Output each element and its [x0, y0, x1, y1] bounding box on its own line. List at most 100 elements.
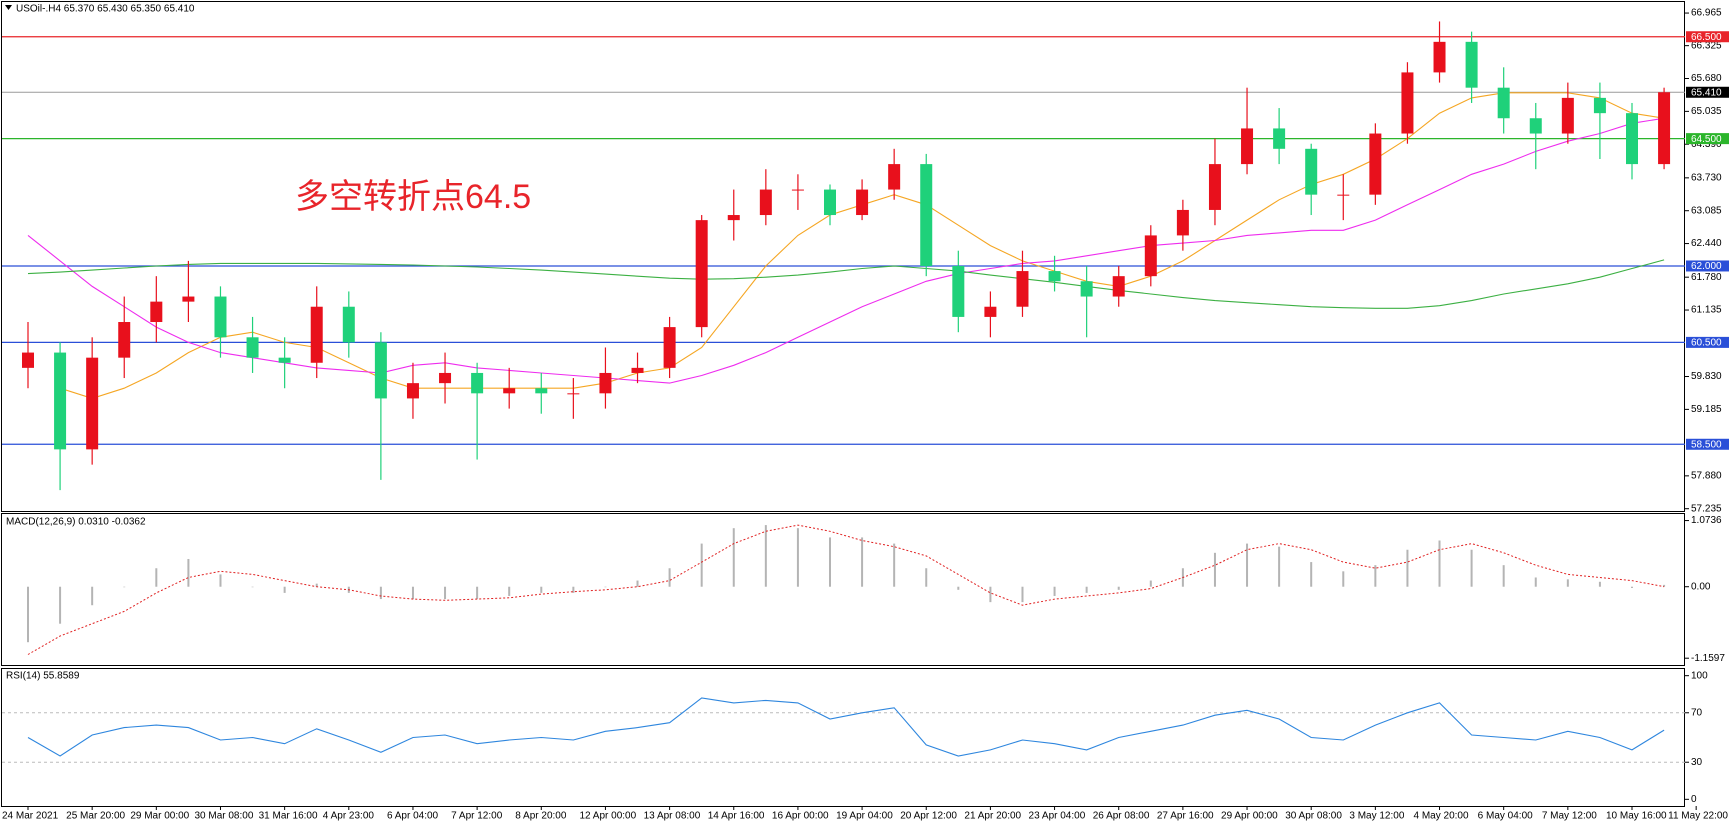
candle-body: [1208, 164, 1221, 210]
y-tick-label: 63.085: [1691, 205, 1722, 216]
macd-bar: [1213, 552, 1216, 587]
macd-bar: [957, 586, 960, 590]
main-panel-frame: [1, 1, 1685, 512]
x-tick-label: 4 May 20:00: [1414, 811, 1469, 822]
candle-body: [214, 296, 227, 338]
macd-bar: [59, 586, 62, 624]
macd-bar: [636, 580, 639, 587]
macd-bar: [1470, 549, 1473, 587]
y-tick-label: 1.0736: [1691, 515, 1722, 526]
macd-bar: [315, 583, 318, 587]
candle-body: [535, 388, 548, 394]
candle-body: [759, 189, 772, 216]
macd-bar: [1534, 577, 1537, 587]
macd-bar: [1342, 571, 1345, 587]
candle-body: [631, 367, 644, 373]
y-tick-label: 61.780: [1691, 272, 1722, 283]
candle-body: [1112, 276, 1125, 297]
level-label-bg: [1686, 336, 1729, 348]
macd-bar: [476, 586, 479, 600]
macd-title: MACD(12,26,9) 0.0310 -0.0362: [6, 517, 146, 528]
candle-body: [1048, 271, 1061, 282]
macd-bar: [1631, 586, 1633, 588]
x-tick-label: 3 May 12:00: [1349, 811, 1404, 822]
macd-bar: [925, 568, 928, 587]
macd-bar: [1149, 580, 1152, 587]
candle-body: [1016, 271, 1029, 307]
candle-body: [1593, 97, 1606, 114]
candle-body: [1144, 235, 1157, 277]
macd-bar: [251, 586, 254, 588]
candle-body: [824, 189, 836, 216]
macd-bar: [444, 586, 447, 600]
y-tick-label: 65.035: [1691, 106, 1722, 117]
level-label: 62.000: [1691, 261, 1722, 272]
level-label: 60.500: [1691, 338, 1722, 349]
candle-body: [1369, 133, 1382, 195]
macd-bar: [1053, 586, 1056, 596]
x-tick-label: 6 May 04:00: [1478, 811, 1533, 822]
rsi-panel-frame: [1, 668, 1685, 807]
candle-body: [22, 352, 34, 368]
y-tick-label: 65.680: [1691, 73, 1722, 84]
macd-bar: [829, 537, 831, 587]
x-tick-label: 11 May 22:00: [1668, 811, 1728, 822]
candle-body: [791, 189, 804, 191]
macd-bar: [187, 558, 190, 587]
macd-bar: [604, 586, 607, 588]
macd-bar: [219, 574, 222, 587]
candle-body: [342, 306, 355, 343]
x-tick-label: 27 Apr 16:00: [1157, 811, 1214, 822]
x-tick-label: 23 Apr 04:00: [1029, 811, 1086, 822]
symbol-header: USOil-.H4 65.370 65.430 65.350 65.410: [16, 4, 195, 15]
y-tick-label: 57.235: [1691, 503, 1722, 514]
candle-body: [1273, 128, 1286, 149]
macd-bar: [1246, 543, 1249, 587]
x-tick-label: 21 Apr 20:00: [964, 811, 1021, 822]
x-tick-label: 6 Apr 04:00: [387, 811, 439, 822]
x-tick-label: 19 Apr 04:00: [836, 811, 893, 822]
candle-body: [567, 393, 580, 395]
macd-bar: [861, 537, 864, 587]
symbol-menu-arrow[interactable]: [5, 5, 12, 10]
y-tick-label: 64.390: [1691, 139, 1722, 150]
macd-bar: [91, 586, 94, 606]
plot-layer: 66.965 66.325 65.680 65.035 64.390 63.730 63.0…: [2, 8, 1729, 822]
candle-body: [278, 357, 291, 363]
y-tick-label: 59.830: [1691, 371, 1722, 382]
macd-bar: [700, 543, 703, 587]
macd-bar: [508, 586, 511, 596]
candle-body: [952, 265, 965, 317]
macd-bar: [1374, 565, 1377, 587]
level-label: 65.410: [1691, 87, 1722, 98]
x-tick-label: 8 Apr 20:00: [515, 811, 567, 822]
candle-body: [182, 296, 195, 302]
candle-body: [1241, 128, 1254, 165]
macd-bar: [796, 528, 799, 587]
macd-bar: [1566, 579, 1569, 587]
level-label-bg: [1686, 133, 1729, 145]
x-tick-label: 29 Mar 00:00: [130, 811, 189, 822]
candle-body: [856, 189, 869, 216]
x-tick-label: 12 Apr 00:00: [579, 811, 636, 822]
y-tick-label: 63.730: [1691, 172, 1722, 183]
candle-body: [1080, 281, 1093, 297]
candle-body: [1626, 113, 1638, 165]
y-tick-label: 70: [1691, 707, 1703, 718]
macd-bar: [379, 586, 382, 600]
candle-body: [1433, 41, 1446, 73]
candle-body: [663, 327, 676, 368]
candle-body: [86, 357, 99, 450]
y-tick-label: 57.880: [1691, 470, 1722, 481]
candle-body: [695, 220, 708, 328]
candle-body: [471, 372, 484, 394]
y-tick-label: -1.1597: [1691, 653, 1725, 664]
x-tick-label: 4 Apr 23:00: [323, 811, 375, 822]
candle-body: [1529, 118, 1542, 134]
macd-bar: [540, 586, 543, 593]
moving-average: [27, 117, 1665, 384]
candle-body: [150, 301, 163, 323]
x-tick-label: 31 Mar 16:00: [259, 811, 318, 822]
y-tick-label: 100: [1691, 670, 1708, 681]
candle-body: [54, 352, 67, 450]
